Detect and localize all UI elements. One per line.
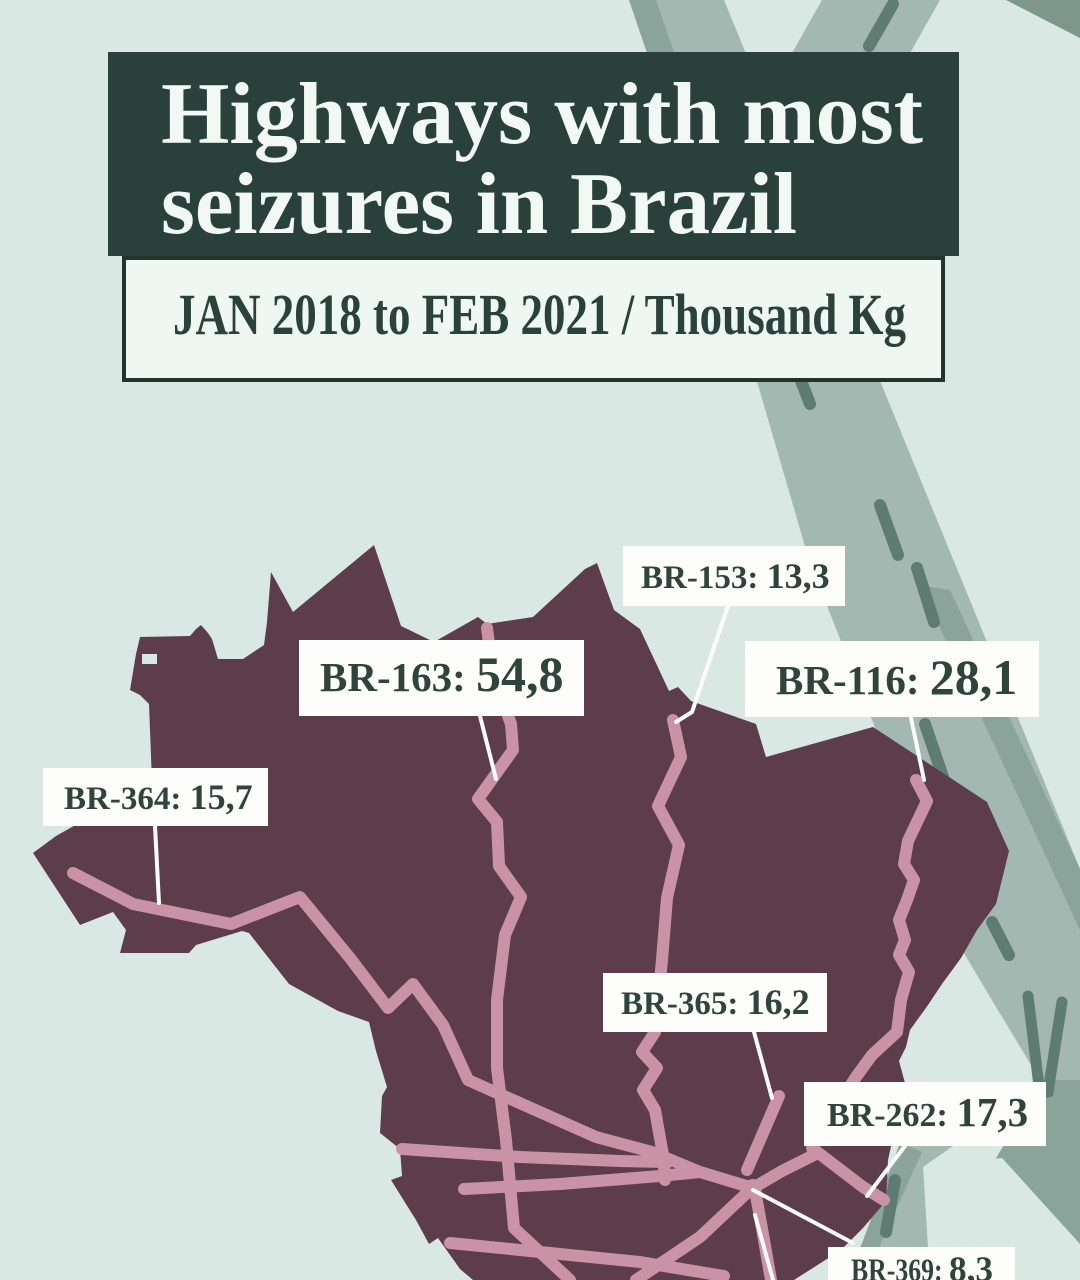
svg-text:BR-116: 28,1: BR-116: 28,1 (776, 649, 1017, 705)
svg-text:BR-262: 17,3: BR-262: 17,3 (827, 1089, 1028, 1135)
svg-text:BR-153: 13,3: BR-153: 13,3 (641, 556, 830, 596)
svg-text:Highways with most: Highways with most (161, 66, 923, 163)
svg-text:BR-369: 8,3: BR-369: 8,3 (851, 1249, 993, 1280)
svg-text:BR-163: 54,8: BR-163: 54,8 (320, 646, 564, 702)
svg-text:JAN 2018 to FEB 2021 / Thousan: JAN 2018 to FEB 2021 / Thousand Kg (173, 282, 906, 347)
svg-text:BR-364: 15,7: BR-364: 15,7 (64, 777, 253, 817)
svg-text:BR-365: 16,2: BR-365: 16,2 (621, 982, 810, 1022)
svg-text:seizures in Brazil: seizures in Brazil (161, 156, 797, 253)
